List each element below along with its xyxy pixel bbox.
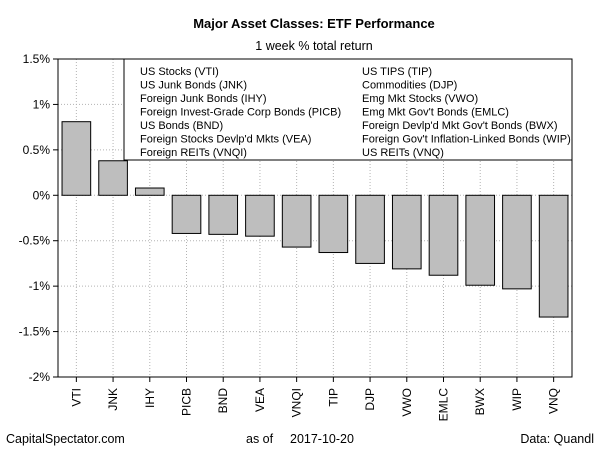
bar-wip: [502, 194, 532, 290]
x-tick-label-vea: VEA: [253, 388, 267, 412]
x-tick-label-djp: DJP: [363, 388, 377, 411]
footer-as-of-label: as of: [246, 432, 274, 446]
x-tick-label-vti: VTI: [69, 388, 83, 407]
bar-bnd: [208, 194, 239, 235]
legend-entry: US TIPS (TIP): [362, 66, 432, 78]
y-tick-label: 0.5%: [23, 143, 51, 157]
y-tick-label: 1%: [33, 97, 51, 111]
legend-entry: Foreign Junk Bonds (IHY): [140, 93, 267, 105]
x-tick-label-bnd: BND: [216, 388, 230, 414]
x-tick-label-jnk: JNK: [106, 388, 120, 411]
x-tick-label-picb: PICB: [180, 388, 194, 416]
legend-entry: Commodities (DJP): [362, 80, 457, 92]
legend-entry: Foreign Gov't Inflation-Linked Bonds (WI…: [362, 134, 571, 146]
x-tick-label-bwx: BWX: [473, 388, 487, 415]
bar-vnq: [538, 194, 569, 318]
x-axis: VTI JNK IHY PICB BND VEA VNQI TIP DJP VWO EMLC BWX W…: [69, 377, 561, 422]
footer-date: 2017-10-20: [290, 432, 354, 446]
y-tick-label: 0%: [33, 188, 51, 202]
legend-entry: US Stocks (VTI): [140, 66, 219, 78]
legend-entry: Foreign Stocks Devlp'd Mkts (VEA): [140, 134, 311, 146]
legend-entry: Emg Mkt Stocks (VWO): [362, 93, 478, 105]
bar-vea: [245, 194, 275, 237]
bar-jnk: [98, 160, 128, 196]
bar-vti: [61, 121, 92, 196]
y-tick-label: -2%: [29, 370, 51, 384]
legend-entry: Emg Mkt Gov't Bonds (EMLC): [362, 107, 509, 119]
legend-entry: US Junk Bonds (JNK): [140, 80, 247, 92]
y-tick-label: 1.5%: [23, 52, 51, 66]
x-tick-label-tip: TIP: [326, 388, 340, 407]
x-tick-label-vwo: VWO: [400, 388, 414, 417]
legend-entry: Foreign Devlp'd Mkt Gov't Bonds (BWX): [362, 120, 558, 132]
x-tick-label-emlc: EMLC: [437, 388, 451, 422]
y-tick-label: -0.5%: [19, 234, 51, 248]
legend: US Stocks (VTI)US Junk Bonds (JNK)Foreig…: [123, 58, 573, 161]
y-tick-label: -1%: [29, 279, 51, 293]
bar-picb: [171, 194, 202, 234]
legend-entry: Foreign Invest-Grade Corp Bonds (PICB): [140, 107, 341, 119]
footer-source: CapitalSpectator.com: [6, 432, 125, 446]
plot-frame: [57, 58, 573, 378]
legend-entry: US REITs (VNQ): [362, 147, 444, 159]
bar-vwo: [391, 194, 422, 270]
y-axis: 1.5% 1% 0.5% 0% -0.5% -1% -1.5% -2%: [19, 52, 58, 384]
bar-tip: [318, 194, 349, 254]
bars: [61, 121, 569, 318]
y-tick-label: -1.5%: [19, 325, 51, 339]
bar-ihy: [134, 187, 165, 196]
bar-bwx: [465, 194, 496, 286]
x-tick-label-wip: WIP: [510, 388, 524, 411]
chart-title: Major Asset Classes: ETF Performance: [193, 16, 435, 31]
footer-data-credit: Data: Quandl: [520, 432, 594, 446]
x-tick-label-ihy: IHY: [143, 388, 157, 408]
legend-box: [123, 58, 573, 161]
bar-djp: [355, 194, 385, 264]
x-tick-label-vnq: VNQ: [547, 388, 561, 414]
x-tick-label-vnqi: VNQI: [290, 388, 304, 417]
legend-entry: Foreign REITs (VNQI): [140, 147, 247, 159]
legend-entry: US Bonds (BND): [140, 120, 223, 132]
bar-emlc: [428, 194, 459, 276]
bar-vnqi: [281, 194, 312, 248]
chart-subtitle: 1 week % total return: [255, 39, 372, 53]
